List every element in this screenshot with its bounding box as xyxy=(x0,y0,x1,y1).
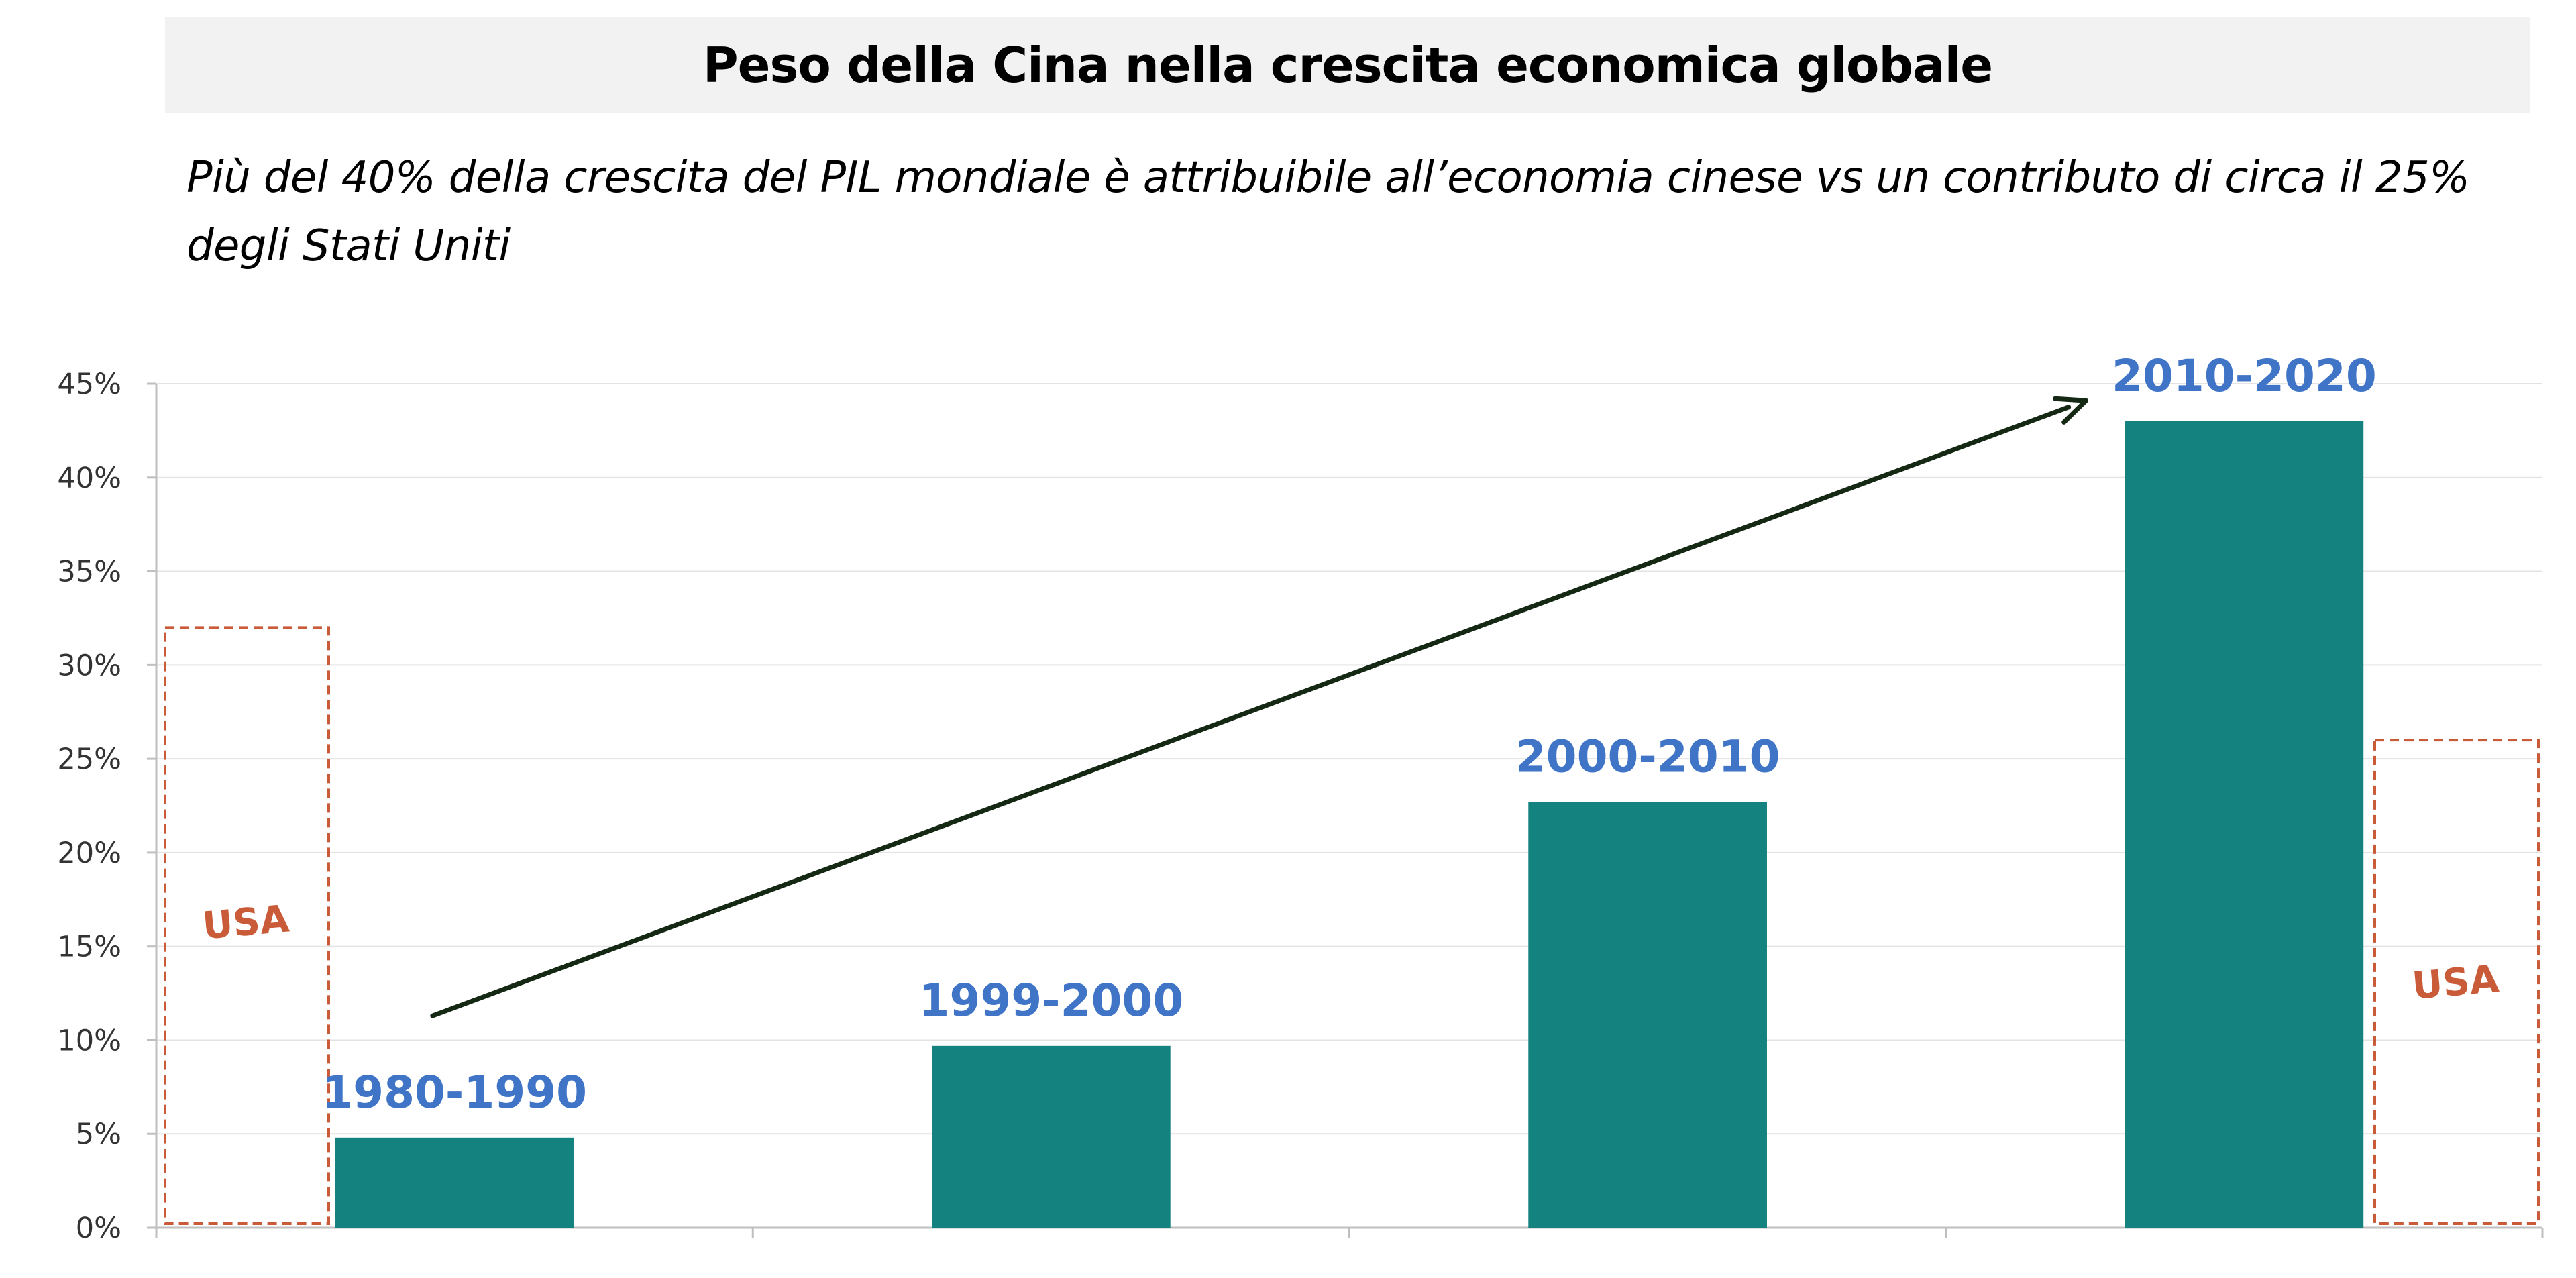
trend-arrow-head xyxy=(2053,396,2089,425)
bar-2000-2010 xyxy=(1528,802,1767,1228)
y-tick-label: 35% xyxy=(57,555,121,589)
y-tick-label: 25% xyxy=(57,743,121,776)
y-tick-label: 10% xyxy=(57,1024,121,1057)
bars xyxy=(335,421,2364,1228)
bar-label-1980-1990: 1980-1990 xyxy=(322,1067,587,1118)
usa-annotations: USA USA xyxy=(164,626,2540,1225)
usa-label-right: USA xyxy=(2410,957,2501,1008)
y-tick-label: 15% xyxy=(57,930,121,964)
chart-title-bar: Peso della Cina nella crescita economica… xyxy=(165,17,2530,113)
trend-arrow-line xyxy=(430,405,2072,1018)
bar-1980-1990 xyxy=(335,1137,574,1228)
y-tick-label: 0% xyxy=(76,1212,121,1245)
axes: 0% 5% 10% 15% 20% 25% 30% 35% 40% 45% xyxy=(57,368,2544,1245)
y-tick-label: 45% xyxy=(57,368,121,401)
usa-box-left xyxy=(164,626,330,1225)
y-tick-label: 20% xyxy=(57,837,121,870)
bar-label-2000-2010: 2000-2010 xyxy=(1515,731,1780,782)
bar-label-1999-2000: 1999-2000 xyxy=(918,975,1183,1026)
usa-box-right xyxy=(2373,739,2540,1225)
bar-1999-2000 xyxy=(932,1045,1171,1228)
bar-label-2010-2020: 2010-2020 xyxy=(2112,350,2377,402)
chart-title: Peso della Cina nella crescita economica… xyxy=(702,37,1993,93)
y-tick-label: 40% xyxy=(57,462,121,495)
bar-labels: 1980-1990 1999-2000 2000-2010 2010-2020 xyxy=(322,350,2377,1118)
trend-arrow xyxy=(430,396,2089,1018)
chart-subtitle: Più del 40% della crescita del PIL mondi… xyxy=(186,153,2470,271)
y-tick-label: 30% xyxy=(57,649,121,682)
bar-2010-2020 xyxy=(2125,421,2364,1228)
y-tick-label: 5% xyxy=(76,1118,121,1151)
usa-label-left: USA xyxy=(201,897,291,948)
